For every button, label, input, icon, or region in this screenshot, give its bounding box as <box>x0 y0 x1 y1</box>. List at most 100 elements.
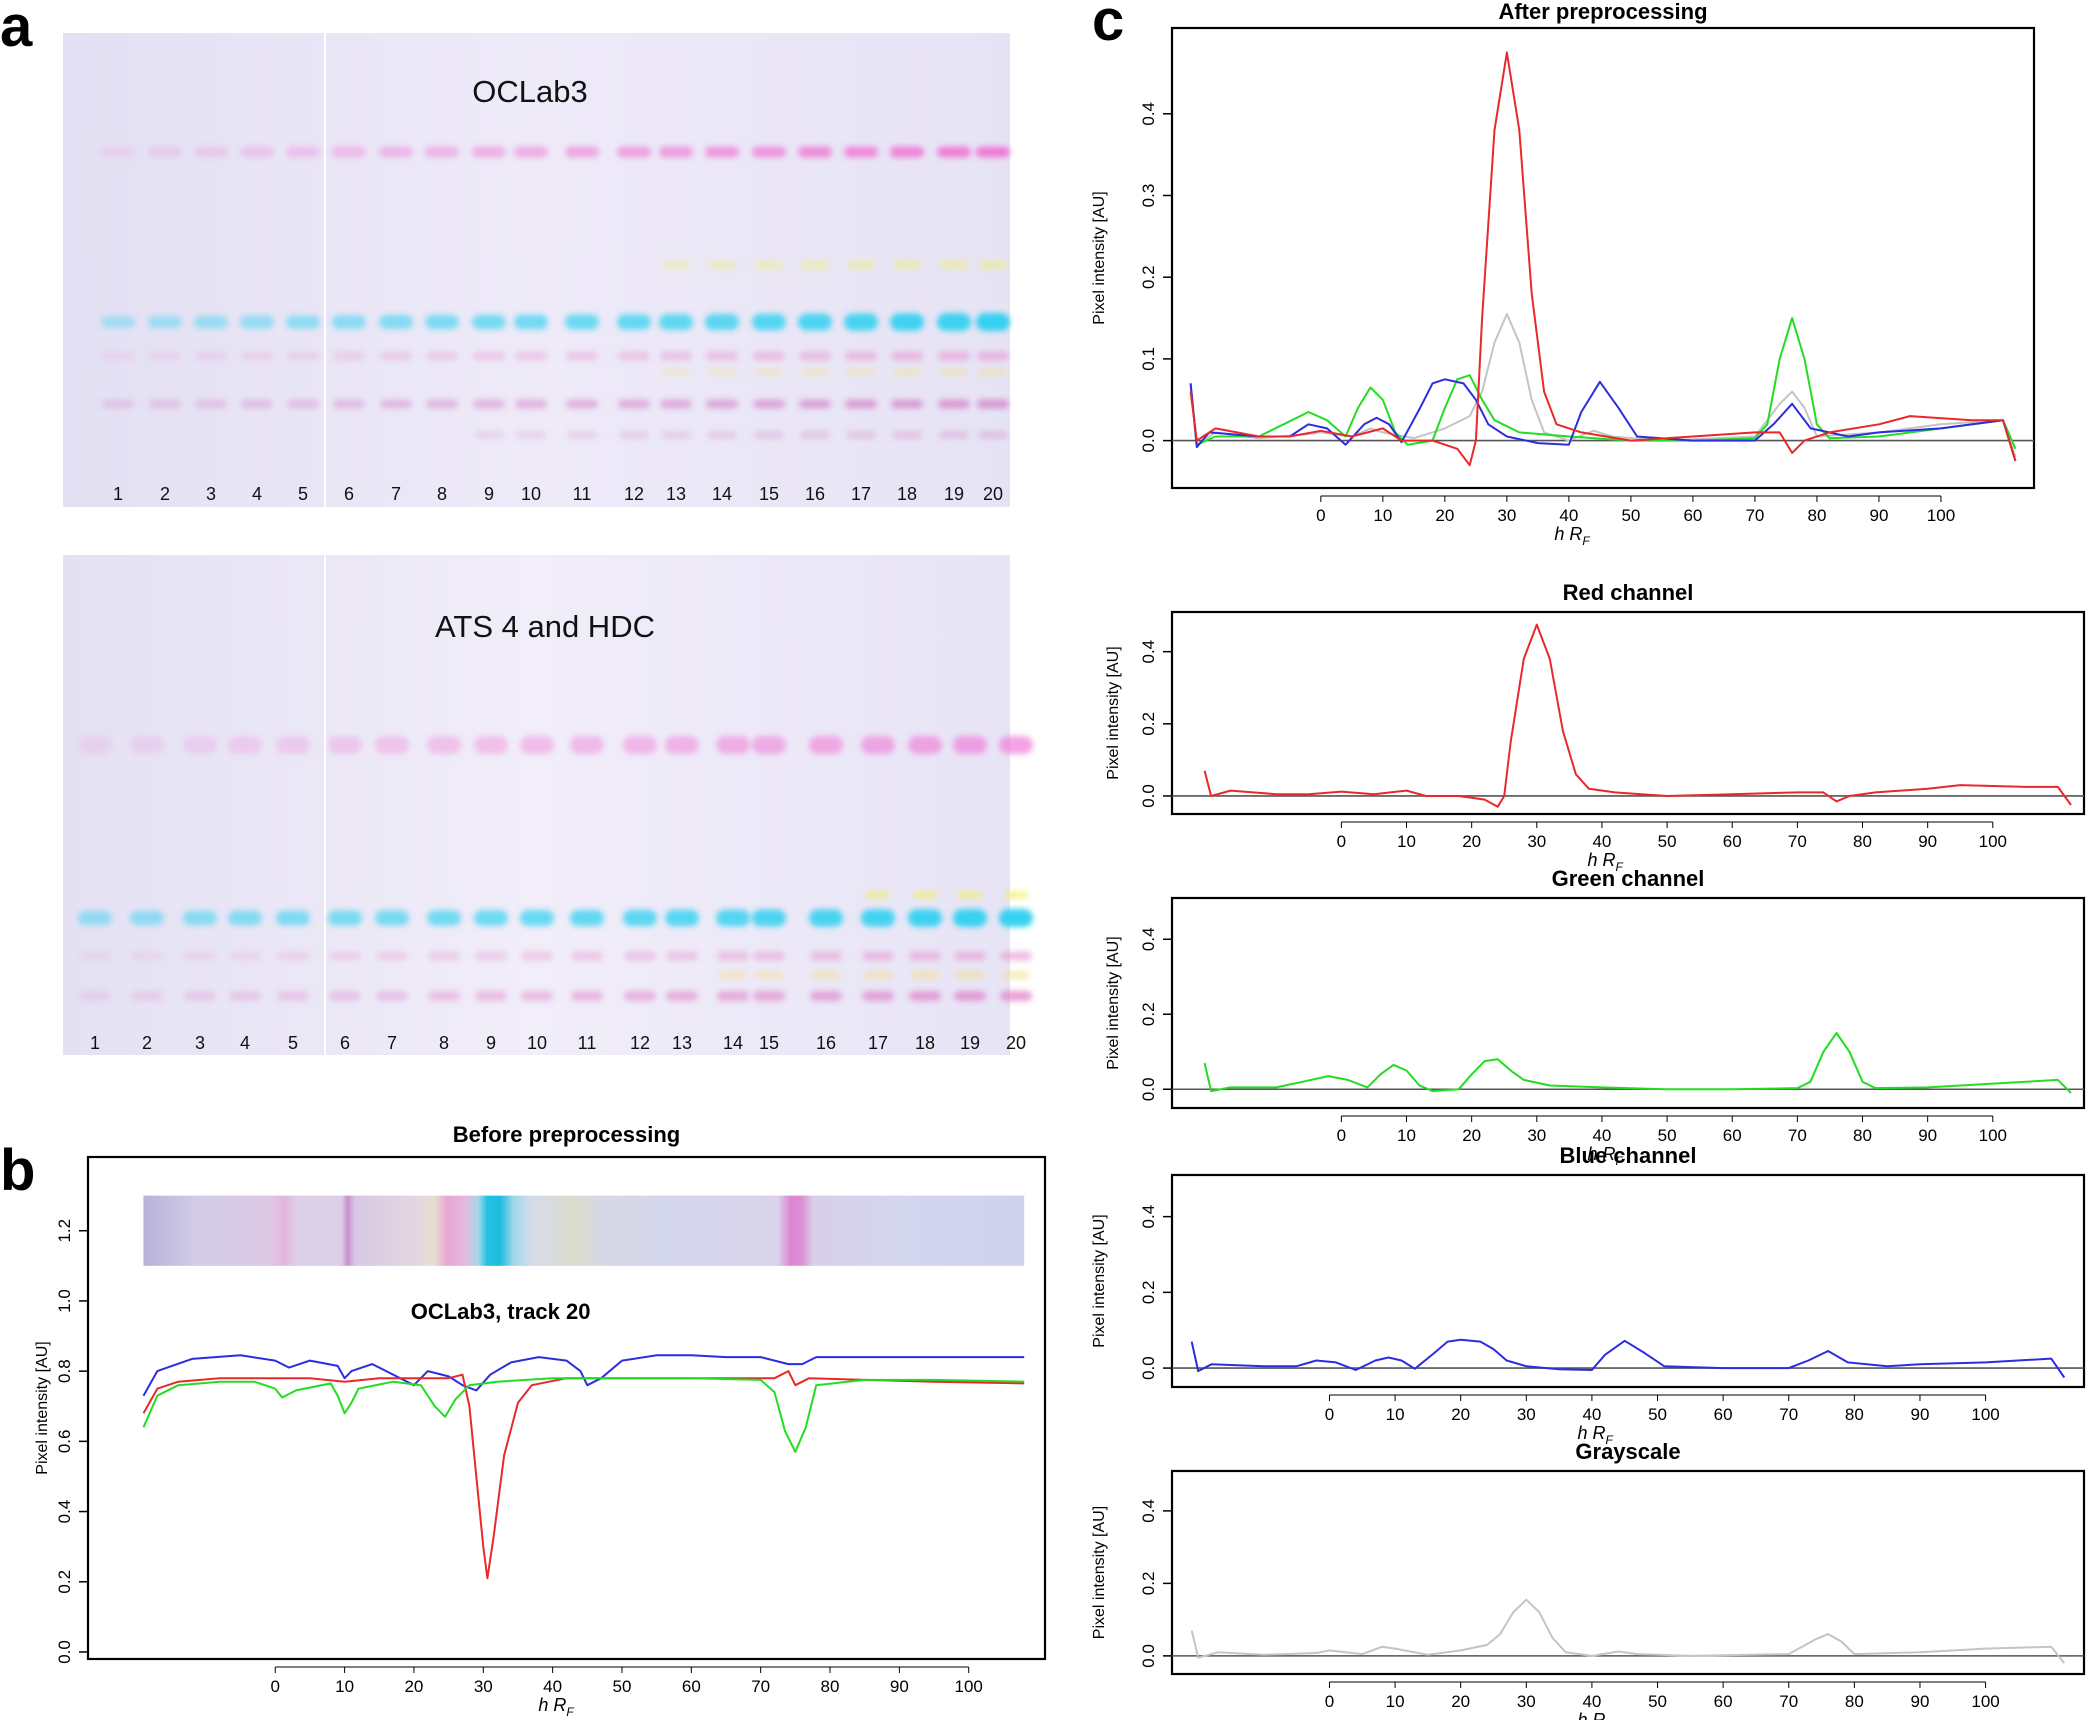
chart-blue-channel: Blue channel 0.0 0.2 0.4 0 10 20 30 40 50 60 70 80 90… <box>1091 1143 2086 1447</box>
tlc-band <box>514 146 548 158</box>
y-tick-label: 0.8 <box>55 1359 74 1383</box>
x-tick-label: 0 <box>1337 1126 1346 1145</box>
tlc-band <box>716 736 750 754</box>
tlc-band <box>662 261 690 269</box>
lane-number: 18 <box>897 484 917 504</box>
tlc-band <box>376 991 408 1001</box>
lane-number: 5 <box>288 1033 298 1053</box>
tlc-band <box>520 736 554 754</box>
tlc-band <box>666 991 698 1001</box>
tlc-band <box>844 146 878 158</box>
tlc-band <box>890 146 924 158</box>
series-line-blue <box>1190 1338 2066 1379</box>
series-line-gray <box>1189 313 2017 458</box>
y-tick-label: 0.4 <box>1139 1499 1158 1523</box>
y-axis-label: Pixel intensity [AU] <box>1105 646 1122 779</box>
tlc-band <box>753 351 785 361</box>
tlc-band <box>425 146 459 158</box>
x-tick-label: 60 <box>682 1677 701 1696</box>
tlc-band <box>570 736 604 754</box>
x-tick-label: 80 <box>1853 1126 1872 1145</box>
lane-number: 9 <box>486 1033 496 1053</box>
lane-number: 16 <box>816 1033 836 1053</box>
tlc-band <box>755 368 783 376</box>
lane-number: 10 <box>521 484 541 504</box>
lane-number: 7 <box>387 1033 397 1053</box>
lane-number: 2 <box>142 1033 152 1053</box>
tlc-band <box>79 951 111 961</box>
lane-number: 16 <box>805 484 825 504</box>
tlc-band <box>329 951 361 961</box>
tlc-band <box>240 315 274 329</box>
tlc-band <box>799 399 831 409</box>
tlc-band <box>908 736 942 754</box>
x-tick-label: 90 <box>1918 832 1937 851</box>
x-tick-label: 40 <box>1582 1692 1601 1711</box>
y-axis-label: Pixel intensity [AU] <box>1091 1506 1108 1639</box>
tlc-band <box>893 261 921 269</box>
y-tick-label: 0.4 <box>1139 1205 1158 1229</box>
x-tick-label: 30 <box>1527 1126 1546 1145</box>
tlc-band <box>624 951 656 961</box>
lane-number: 13 <box>666 484 686 504</box>
x-tick-label: 20 <box>1435 506 1454 525</box>
lane-number: 8 <box>437 484 447 504</box>
x-tick-label: 80 <box>1845 1692 1864 1711</box>
lane-number: 1 <box>90 1033 100 1053</box>
tlc-band <box>428 991 460 1001</box>
tlc-band <box>148 146 182 158</box>
tlc-band <box>516 431 546 439</box>
tlc-band <box>241 399 273 409</box>
lane-number: 15 <box>759 484 779 504</box>
x-tick-label: 0 <box>1316 506 1325 525</box>
x-tick-label: 100 <box>955 1677 983 1696</box>
tlc-band <box>184 951 216 961</box>
y-tick-label: 0.2 <box>1139 1281 1158 1305</box>
y-axis-label: Pixel intensity [AU] <box>1105 936 1122 1069</box>
tlc-band <box>276 736 310 754</box>
tlc-band <box>809 736 843 754</box>
lane-number: 7 <box>391 484 401 504</box>
tlc-band <box>286 146 320 158</box>
y-tick-label: 0.0 <box>55 1640 74 1664</box>
tlc-band <box>939 431 969 439</box>
x-tick-label: 80 <box>821 1677 840 1696</box>
series-line-red <box>142 1370 1025 1580</box>
y-tick-label: 0.1 <box>1139 347 1158 371</box>
tlc-band <box>240 146 274 158</box>
x-tick-label: 90 <box>890 1677 909 1696</box>
x-tick-label: 90 <box>1911 1692 1930 1711</box>
tlc-band <box>810 951 842 961</box>
tlc-band <box>565 146 599 158</box>
x-tick-label: 10 <box>1386 1405 1405 1424</box>
y-tick-label: 1.2 <box>55 1219 74 1243</box>
lane-number: 10 <box>527 1033 547 1053</box>
tlc-band <box>956 971 984 979</box>
tlc-band <box>976 313 1010 331</box>
tlc-band <box>618 399 650 409</box>
series-line-green <box>1189 317 2017 450</box>
x-tick-label: 20 <box>404 1677 423 1696</box>
tlc-band <box>999 909 1033 927</box>
tlc-band <box>333 399 365 409</box>
lane-number: 20 <box>1006 1033 1026 1053</box>
plot-title: Green channel <box>1552 866 1705 891</box>
tlc-band <box>752 736 786 754</box>
lane-number: 6 <box>340 1033 350 1053</box>
x-tick-label: 100 <box>1971 1692 1999 1711</box>
tlc-band <box>287 399 319 409</box>
plot-title: Grayscale <box>1575 1439 1680 1464</box>
plate1-lane-numbers: 1 2 3 4 5 6 7 8 9 10 11 12 13 14 15 16 17 18 19 20 <box>113 484 1003 504</box>
tlc-band <box>102 399 134 409</box>
x-tick-label: 10 <box>1386 1692 1405 1711</box>
panel-letter-b: b <box>0 1138 35 1203</box>
tlc-band <box>909 991 941 1001</box>
lane-number: 3 <box>206 484 216 504</box>
tlc-band <box>979 261 1007 269</box>
x-tick-label: 30 <box>1517 1405 1536 1424</box>
tlc-band <box>708 368 736 376</box>
tlc-band <box>619 431 649 439</box>
tlc-band <box>566 351 598 361</box>
plot-title: Red channel <box>1563 580 1694 605</box>
x-axis-label: h RF <box>1578 1710 1614 1720</box>
